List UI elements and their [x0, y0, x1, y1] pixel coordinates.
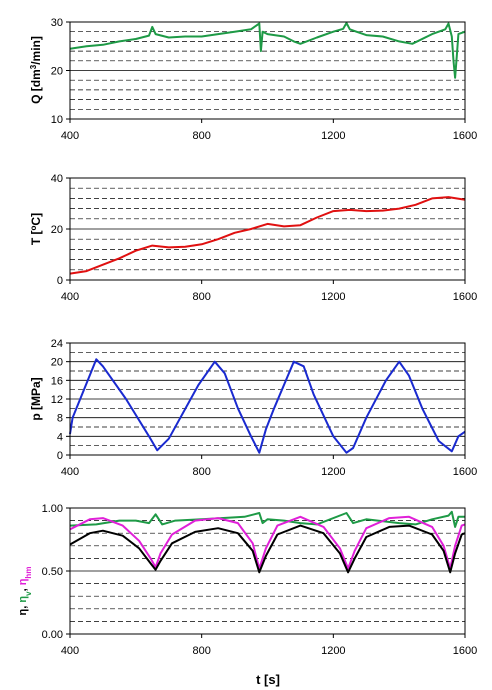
y-axis-label: p [MPa] [29, 377, 43, 420]
y-axis-label: Q [dm3/min] [29, 36, 44, 104]
series-line-1 [69, 22, 466, 79]
x-tick-label: 1200 [321, 130, 345, 142]
x-tick-label: 400 [61, 130, 79, 142]
y-tick-label: 16 [51, 375, 63, 387]
x-tick-label: 1200 [321, 291, 345, 303]
x-tick-label: 1600 [453, 291, 477, 303]
x-tick-label: 1600 [453, 466, 477, 478]
y-tick-label: 12 [51, 394, 63, 406]
x-tick-label: 1200 [321, 466, 345, 478]
series-line-2 [69, 515, 466, 570]
y-tick-label: 4 [57, 431, 63, 443]
x-tick-label: 1200 [321, 645, 345, 657]
series-line-1 [69, 510, 465, 528]
panel-p: 0 4 8 12 16 20 24 400 800 1200 1600 p [MPa] [29, 338, 477, 478]
x-axis-label: t [s] [256, 672, 280, 687]
x-tick-label: 800 [192, 645, 210, 657]
y-tick-label: 0 [57, 275, 63, 287]
panel-q: 10 20 30 400 800 1200 1600 Q [dm3/min] [29, 17, 478, 142]
x-tick-label: 800 [192, 466, 210, 478]
y-tick-label: 0.50 [42, 566, 63, 578]
y-tick-label: 20 [51, 224, 63, 236]
x-tick-label: 1600 [453, 130, 477, 142]
y-tick-label: 40 [51, 173, 63, 185]
y-axis-label: η, ηv, ηhm [17, 567, 33, 616]
y-tick-label: 10 [51, 114, 63, 126]
y-tick-label: 20 [51, 357, 63, 369]
y-tick-label: 24 [51, 338, 63, 350]
y-tick-label: 8 [57, 413, 63, 425]
y-tick-label: 0.00 [42, 629, 63, 641]
series-line-1 [69, 358, 466, 454]
panel-eta: 0.00 0.50 1.00 400 800 1200 1600 η, ηv, ηhm [17, 503, 477, 657]
x-tick-label: 800 [192, 291, 210, 303]
x-tick-label: 400 [61, 466, 79, 478]
y-axis-label: T [oC] [29, 213, 44, 245]
series-line-3 [69, 524, 466, 574]
x-tick-label: 1600 [453, 645, 477, 657]
x-tick-label: 800 [192, 130, 210, 142]
x-tick-label: 400 [61, 291, 79, 303]
y-tick-label: 0 [57, 450, 63, 462]
y-tick-label: 1.00 [42, 503, 63, 515]
y-tick-label: 30 [51, 17, 63, 29]
y-tick-label: 20 [51, 66, 63, 78]
panel-t: 0 20 40 400 800 1200 1600 T [oC] [29, 173, 478, 303]
series-line-1 [69, 196, 466, 275]
x-tick-label: 400 [61, 645, 79, 657]
